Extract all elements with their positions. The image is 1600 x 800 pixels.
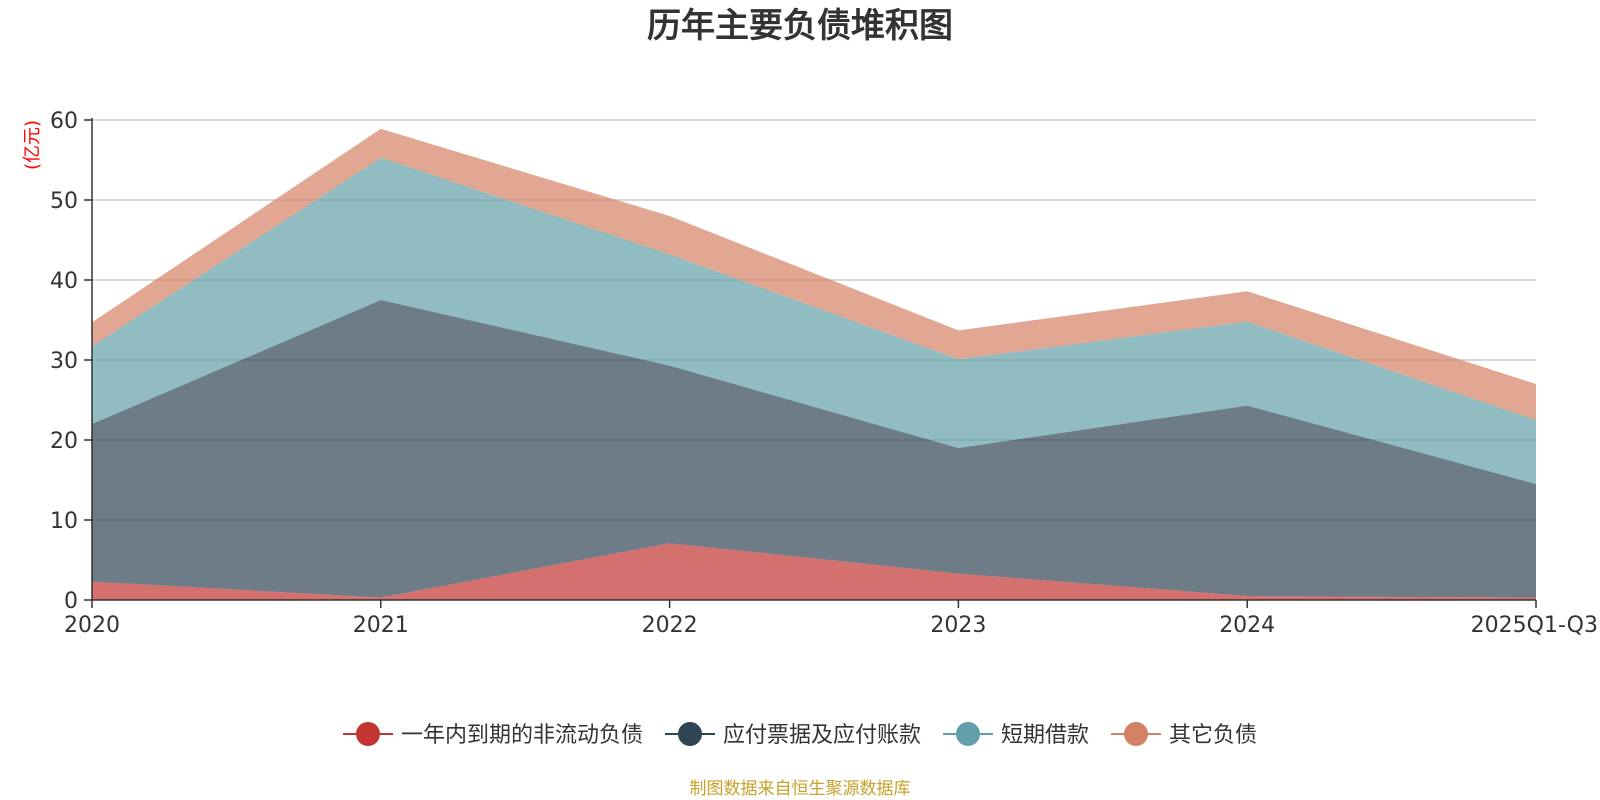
legend-item-4: 其它负债: [1111, 722, 1257, 748]
y-tick-label-20: 20: [50, 429, 78, 454]
x-tick-label-2024: 2024: [1219, 613, 1275, 638]
legend-label-2: 应付票据及应付账款: [723, 723, 921, 748]
x-tick-label-2022: 2022: [642, 613, 698, 638]
y-tick-label-60: 60: [50, 109, 78, 134]
chart-title: 历年主要负债堆积图: [647, 6, 953, 46]
legend-label-4: 其它负债: [1169, 723, 1257, 748]
area-series: [92, 128, 1536, 600]
area-series-4: [92, 128, 1536, 421]
y-tick-label-40: 40: [50, 269, 78, 294]
x-tick-label-2021: 2021: [353, 613, 409, 638]
legend-item-1: 一年内到期的非流动负债: [343, 722, 643, 748]
x-tick-label-2020: 2020: [64, 613, 120, 638]
y-tick-label-50: 50: [50, 189, 78, 214]
y-tick-label-10: 10: [50, 509, 78, 534]
y-axis-unit-label: (亿元): [22, 120, 43, 170]
axes: 0 10 20 30 40 50 60 2020 2021 2022 2023 2024 2025Q1-…: [50, 109, 1598, 638]
area-series-2: [92, 300, 1536, 598]
data-source-note: 制图数据来自恒生聚源数据库: [690, 779, 911, 799]
area-series-1: [92, 543, 1536, 600]
x-tick-label-2025Q1-Q3: 2025Q1-Q3: [1471, 613, 1598, 638]
x-tick-label-2023: 2023: [930, 613, 986, 638]
legend-item-2: 应付票据及应付账款: [665, 722, 921, 748]
legend-marker-4: [1124, 722, 1148, 746]
legend: 一年内到期的非流动负债 应付票据及应付账款 短期借款 其它负债: [343, 722, 1257, 748]
legend-item-3: 短期借款: [943, 722, 1089, 748]
y-tick-label-30: 30: [50, 349, 78, 374]
legend-marker-3: [956, 722, 980, 746]
legend-label-1: 一年内到期的非流动负债: [401, 723, 643, 748]
legend-label-3: 短期借款: [1001, 723, 1089, 748]
legend-marker-2: [678, 722, 702, 746]
legend-marker-1: [356, 722, 380, 746]
y-tick-label-0: 0: [64, 589, 78, 614]
area-series-3: [92, 157, 1536, 484]
